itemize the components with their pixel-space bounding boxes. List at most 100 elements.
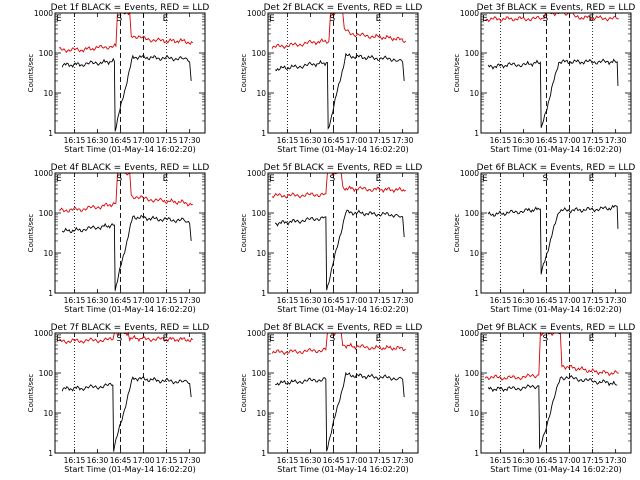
x-tick-label: 16:45 <box>536 456 558 465</box>
lld-series <box>58 331 194 345</box>
marker-label: S <box>543 14 549 24</box>
marker-label: S <box>117 174 123 184</box>
x-tick-label: 17:30 <box>605 296 627 305</box>
events-series <box>61 376 192 452</box>
plot-frame <box>480 332 632 454</box>
marker-label: S <box>543 174 549 184</box>
x-tick-label: 16:45 <box>323 456 345 465</box>
plot-frame <box>54 12 206 134</box>
marker-label: E <box>163 334 169 344</box>
y-tick-label: 100 <box>252 49 267 58</box>
y-axis-label: Counts/sec <box>27 54 35 93</box>
marker-label: E <box>269 334 275 344</box>
x-tick-label: 16:15 <box>490 456 512 465</box>
x-tick-label: 17:30 <box>605 456 627 465</box>
panel-title: Det 2f BLACK = Events, RED = LLD <box>264 3 423 13</box>
plot-frame <box>267 12 419 134</box>
y-tick-label: 1 <box>48 129 53 138</box>
panel-title: Det 7f BLACK = Events, RED = LLD <box>51 323 210 333</box>
plot-frame <box>54 172 206 294</box>
marker-label: E <box>589 174 595 184</box>
y-tick-label: 1 <box>261 449 266 458</box>
y-tick-label: 100 <box>252 369 267 378</box>
x-tick-label: 17:00 <box>346 456 368 465</box>
y-tick-label: 100 <box>39 49 54 58</box>
x-tick-label: 17:00 <box>133 296 155 305</box>
y-tick-label: 1000 <box>34 329 53 338</box>
x-tick-label: 17:30 <box>605 136 627 145</box>
events-series <box>274 209 405 291</box>
panel-title: Det 5f BLACK = Events, RED = LLD <box>264 163 423 173</box>
marker-label: E <box>56 334 62 344</box>
x-tick-label: 16:30 <box>513 296 535 305</box>
marker-label: S <box>330 14 336 24</box>
y-axis-label: Counts/sec <box>240 214 248 253</box>
y-tick-label: 1000 <box>460 169 479 178</box>
x-axis-label: Start Time (01-May-14 16:02:20) <box>64 305 195 314</box>
lld-series <box>271 332 407 356</box>
x-axis-label: Start Time (01-May-14 16:02:20) <box>64 145 195 154</box>
x-axis-label: Start Time (01-May-14 16:02:20) <box>277 145 408 154</box>
events-series <box>61 214 192 291</box>
x-tick-label: 16:15 <box>277 136 299 145</box>
marker-label: E <box>56 14 62 24</box>
x-tick-label: 17:00 <box>346 136 368 145</box>
x-tick-label: 17:30 <box>179 136 201 145</box>
y-tick-label: 100 <box>465 369 480 378</box>
y-tick-label: 10 <box>256 249 266 258</box>
y-axis-label: Counts/sec <box>27 374 35 413</box>
lld-series <box>59 11 194 54</box>
x-tick-label: 17:15 <box>156 296 178 305</box>
y-tick-label: 1 <box>48 449 53 458</box>
events-series <box>274 52 405 130</box>
x-tick-label: 17:00 <box>559 296 581 305</box>
y-tick-label: 10 <box>256 89 266 98</box>
marker-label: E <box>589 334 595 344</box>
y-tick-label: 1 <box>474 449 479 458</box>
panel-2: Det 2f BLACK = Events, RED = LLD 16:15 16:… <box>240 3 422 154</box>
y-tick-label: 1000 <box>34 169 53 178</box>
lld-series <box>58 172 193 213</box>
y-tick-label: 100 <box>39 369 54 378</box>
y-tick-label: 100 <box>252 209 267 218</box>
plot-frame <box>54 332 206 454</box>
x-tick-label: 16:30 <box>87 296 109 305</box>
x-tick-label: 16:45 <box>323 136 345 145</box>
marker-label: S <box>543 334 549 344</box>
marker-label: E <box>56 174 62 184</box>
marker-label: E <box>482 14 488 24</box>
x-axis-label: Start Time (01-May-14 16:02:20) <box>277 305 408 314</box>
x-tick-label: 17:30 <box>392 296 414 305</box>
y-tick-label: 1000 <box>247 329 266 338</box>
x-axis-label: Start Time (01-May-14 16:02:20) <box>490 465 621 474</box>
x-tick-label: 16:15 <box>64 136 86 145</box>
panel-title: Det 4f BLACK = Events, RED = LLD <box>51 163 210 173</box>
x-tick-label: 16:30 <box>300 456 322 465</box>
y-tick-label: 100 <box>465 49 480 58</box>
lld-series <box>484 331 619 381</box>
marker-label: S <box>330 174 336 184</box>
x-tick-label: 17:00 <box>133 136 155 145</box>
marker-label: E <box>376 14 382 24</box>
panel-title: Det 1f BLACK = Events, RED = LLD <box>51 3 210 13</box>
y-tick-label: 10 <box>469 89 479 98</box>
x-tick-label: 16:30 <box>513 136 535 145</box>
lld-series <box>484 12 619 23</box>
y-tick-label: 10 <box>43 409 53 418</box>
marker-label: E <box>163 174 169 184</box>
x-axis-label: Start Time (01-May-14 16:02:20) <box>490 305 621 314</box>
x-tick-label: 16:15 <box>490 136 512 145</box>
x-tick-label: 16:30 <box>300 296 322 305</box>
x-tick-label: 17:15 <box>156 136 178 145</box>
marker-label: S <box>117 14 123 24</box>
x-tick-label: 17:15 <box>582 136 604 145</box>
x-tick-label: 17:30 <box>179 296 201 305</box>
marker-label: E <box>589 14 595 24</box>
y-axis-label: Counts/sec <box>27 214 35 253</box>
x-axis-label: Start Time (01-May-14 16:02:20) <box>64 465 195 474</box>
